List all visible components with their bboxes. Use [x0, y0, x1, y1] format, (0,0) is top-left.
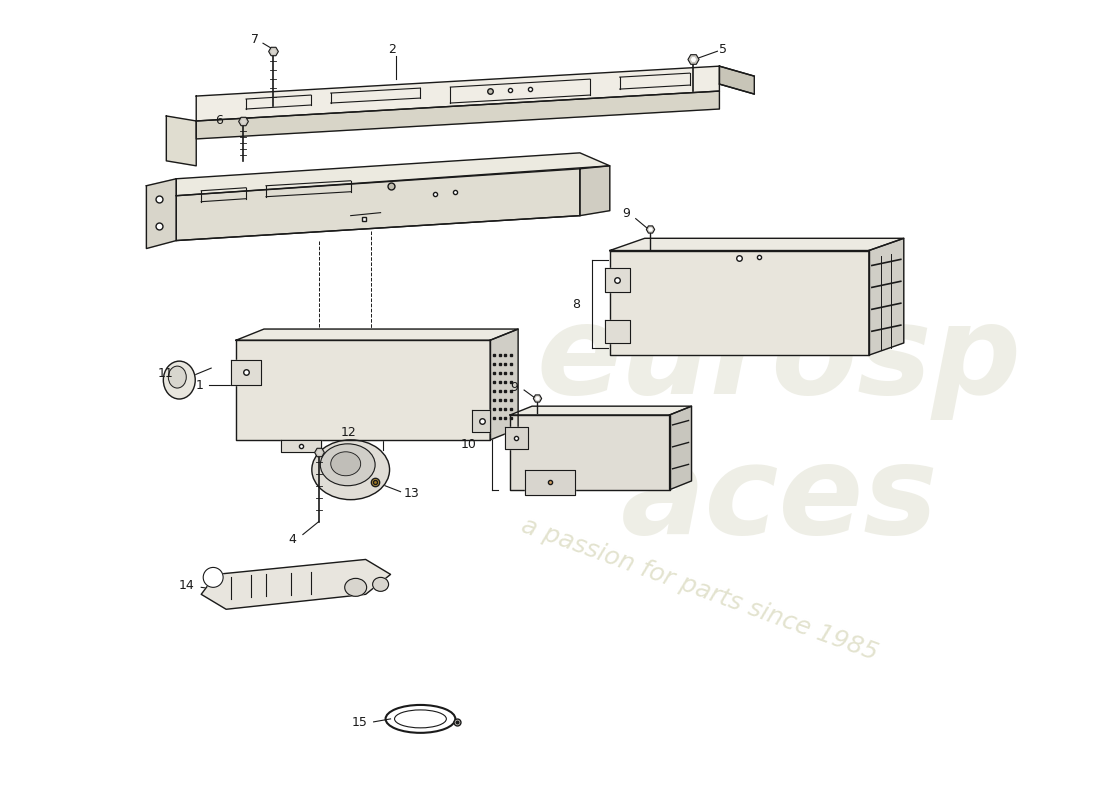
Polygon shape: [196, 91, 719, 139]
Text: 1: 1: [196, 378, 204, 391]
Polygon shape: [605, 269, 629, 292]
Text: 11: 11: [157, 366, 174, 379]
Polygon shape: [525, 470, 575, 494]
Ellipse shape: [331, 452, 361, 476]
Polygon shape: [166, 116, 196, 166]
Polygon shape: [146, 178, 176, 249]
Polygon shape: [196, 66, 719, 121]
Text: a passion for parts since 1985: a passion for parts since 1985: [518, 514, 881, 666]
Polygon shape: [176, 169, 580, 241]
Text: 2: 2: [388, 42, 396, 56]
Ellipse shape: [344, 578, 366, 596]
Text: eurosp
aces: eurosp aces: [537, 299, 1022, 560]
Polygon shape: [869, 238, 904, 355]
Polygon shape: [670, 406, 692, 490]
Polygon shape: [505, 427, 528, 449]
Polygon shape: [719, 66, 755, 94]
Text: 15: 15: [352, 716, 367, 730]
Polygon shape: [280, 440, 321, 452]
Text: 12: 12: [341, 426, 356, 439]
Text: 14: 14: [178, 579, 195, 592]
Polygon shape: [176, 153, 609, 196]
Polygon shape: [510, 415, 670, 490]
Ellipse shape: [163, 361, 195, 399]
Text: 9: 9: [510, 381, 518, 394]
Ellipse shape: [311, 440, 389, 500]
Polygon shape: [472, 410, 491, 432]
Ellipse shape: [373, 578, 388, 591]
Polygon shape: [605, 320, 629, 343]
Circle shape: [204, 567, 223, 587]
Polygon shape: [580, 166, 609, 216]
Text: 6: 6: [216, 114, 223, 127]
Ellipse shape: [168, 366, 186, 388]
Polygon shape: [510, 406, 692, 415]
Text: 4: 4: [288, 533, 296, 546]
Polygon shape: [201, 559, 390, 610]
Text: 8: 8: [572, 298, 580, 311]
Ellipse shape: [320, 444, 375, 486]
Polygon shape: [236, 340, 491, 440]
Polygon shape: [491, 329, 518, 440]
Polygon shape: [231, 360, 261, 385]
Text: 5: 5: [719, 42, 727, 56]
Text: 10: 10: [461, 438, 476, 451]
Text: 9: 9: [621, 207, 629, 220]
Polygon shape: [609, 250, 869, 355]
Text: 7: 7: [251, 33, 258, 46]
Text: 13: 13: [404, 487, 419, 500]
Polygon shape: [236, 329, 518, 340]
Polygon shape: [609, 238, 904, 250]
